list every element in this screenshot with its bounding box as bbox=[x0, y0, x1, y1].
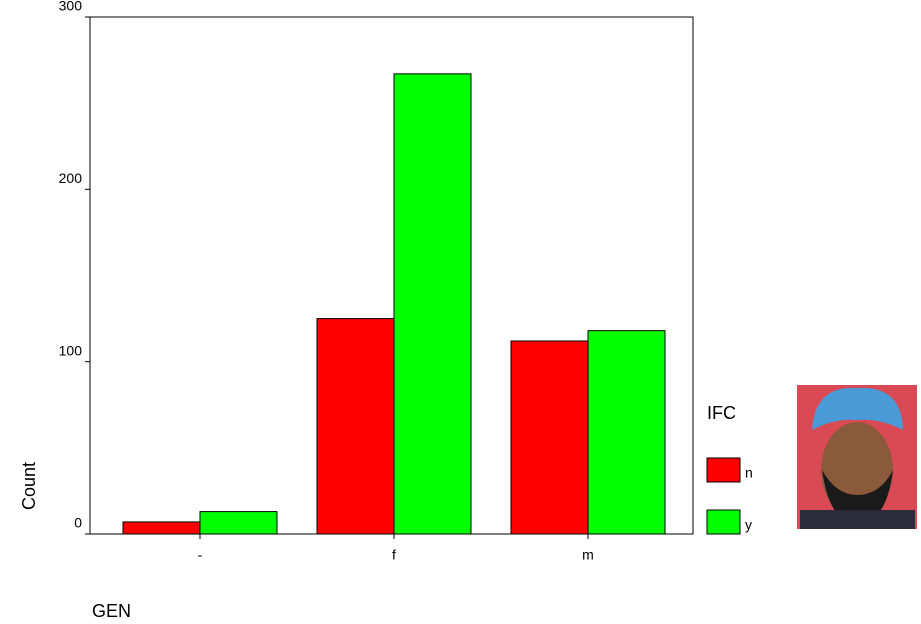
legend-label: y bbox=[745, 517, 752, 533]
bar bbox=[122, 521, 201, 535]
y-tick-label: 300 bbox=[59, 0, 83, 14]
x-axis-label: GEN bbox=[92, 601, 131, 621]
bar bbox=[587, 330, 666, 535]
bar bbox=[316, 318, 395, 535]
x-tick-label: - bbox=[198, 547, 203, 563]
y-tick-label: 100 bbox=[59, 342, 83, 358]
bar bbox=[393, 73, 472, 535]
legend-label: n bbox=[745, 465, 753, 481]
legend-swatch bbox=[706, 509, 741, 535]
y-axis-label: Count bbox=[19, 462, 39, 510]
x-tick-label: f bbox=[392, 547, 396, 563]
bar bbox=[510, 340, 589, 535]
legend-title: IFC bbox=[707, 403, 736, 423]
bar bbox=[199, 511, 278, 535]
x-tick-label: m bbox=[582, 547, 594, 563]
y-tick-label: 200 bbox=[59, 170, 83, 186]
photo bbox=[797, 385, 917, 529]
y-tick-label: 0 bbox=[74, 515, 82, 531]
legend-swatch bbox=[706, 457, 741, 483]
